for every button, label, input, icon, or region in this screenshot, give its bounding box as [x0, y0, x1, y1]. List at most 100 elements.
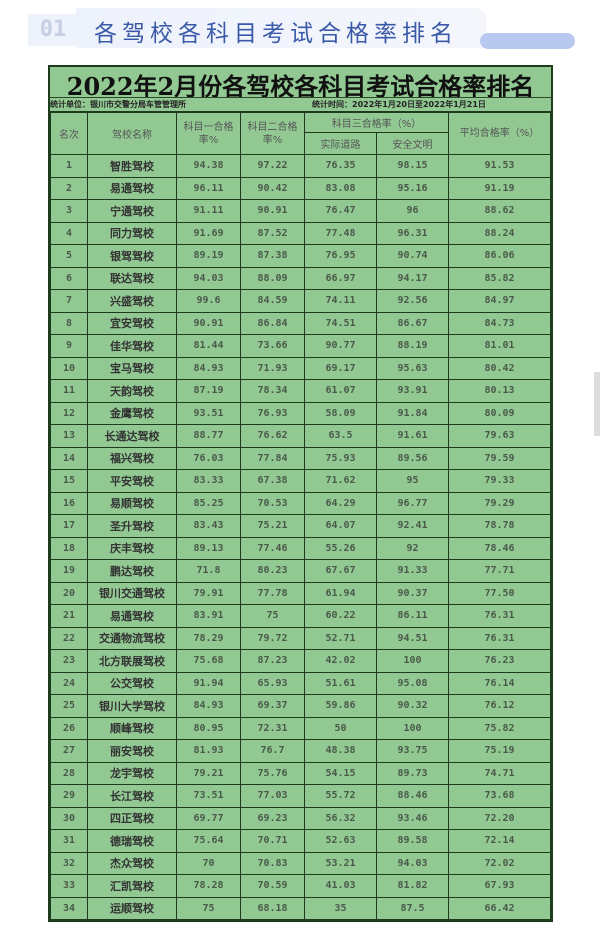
cell-road: 74.11	[304, 289, 377, 313]
cell-average: 73.68	[448, 784, 551, 808]
cell-average: 91.53	[448, 154, 551, 178]
cell-average: 72.20	[448, 806, 551, 830]
cell-road: 64.29	[304, 491, 377, 515]
cell-subject2: 87.38	[240, 244, 305, 268]
table-row: 15 平安驾校 83.33 67.38 71.62 95 79.33	[50, 469, 551, 493]
cell-average: 79.63	[448, 424, 551, 448]
cell-school: 鹏达驾校	[87, 559, 177, 583]
cell-road: 51.61	[304, 671, 377, 695]
cell-school: 龙宇驾校	[87, 761, 177, 785]
cell-rank: 27	[50, 739, 88, 763]
cell-safety: 89.58	[375, 829, 450, 853]
table-row: 7 兴盛驾校 99.6 84.59 74.11 92.56 84.97	[50, 289, 551, 313]
cell-school: 宜安驾校	[87, 311, 177, 335]
cell-safety: 87.5	[375, 896, 450, 920]
cell-school: 联达驾校	[87, 266, 177, 290]
cell-average: 75.19	[448, 739, 551, 763]
cell-subject1: 75	[176, 896, 241, 920]
cell-safety: 86.11	[375, 604, 450, 628]
cell-subject2: 90.42	[240, 176, 305, 200]
cell-safety: 91.33	[375, 559, 450, 583]
section-title: 各驾校各科目考试合格率排名	[94, 21, 458, 47]
table-row: 14 福兴驾校 76.03 77.84 75.93 89.56 79.59	[50, 446, 551, 470]
cell-rank: 4	[50, 221, 88, 245]
cell-rank: 33	[50, 874, 88, 898]
cell-road: 35	[304, 896, 377, 920]
cell-school: 北方联展驾校	[87, 649, 177, 673]
header-subject2: 科目二合格率%	[240, 112, 305, 155]
cell-school: 同力驾校	[87, 221, 177, 245]
cell-subject1: 94.03	[176, 266, 241, 290]
scrollbar[interactable]	[594, 372, 600, 436]
cell-safety: 91.84	[375, 401, 450, 425]
cell-subject2: 70.53	[240, 491, 305, 515]
cell-subject2: 88.09	[240, 266, 305, 290]
table-row: 21 易通驾校 83.91 75 60.22 86.11 76.31	[50, 604, 551, 628]
cell-school: 宝马驾校	[87, 356, 177, 380]
cell-rank: 26	[50, 716, 88, 740]
cell-road: 64.07	[304, 514, 377, 538]
cell-average: 88.24	[448, 221, 551, 245]
cell-average: 86.06	[448, 244, 551, 268]
cell-school: 公交驾校	[87, 671, 177, 695]
table-row: 3 宁通驾校 91.11 90.91 76.47 96 88.62	[50, 199, 551, 223]
cell-school: 长江驾校	[87, 784, 177, 808]
cell-safety: 94.17	[375, 266, 450, 290]
cell-subject1: 84.93	[176, 356, 241, 380]
cell-subject1: 75.64	[176, 829, 241, 853]
cell-subject2: 75	[240, 604, 305, 628]
table-row: 18 庆丰驾校 89.13 77.46 55.26 92 78.46	[50, 536, 551, 560]
table-row: 31 德瑞驾校 75.64 70.71 52.63 89.58 72.14	[50, 829, 551, 853]
cell-average: 80.09	[448, 401, 551, 425]
section-header: 01 各驾校各科目考试合格率排名	[22, 8, 582, 50]
cell-road: 54.15	[304, 761, 377, 785]
cell-road: 69.17	[304, 356, 377, 380]
cell-rank: 5	[50, 244, 88, 268]
cell-safety: 92	[375, 536, 450, 560]
cell-safety: 89.73	[375, 761, 450, 785]
cell-school: 德瑞驾校	[87, 829, 177, 853]
cell-road: 77.48	[304, 221, 377, 245]
cell-school: 长通达驾校	[87, 424, 177, 448]
cell-subject2: 71.93	[240, 356, 305, 380]
table-row: 26 顺峰驾校 80.95 72.31 50 100 75.82	[50, 716, 551, 740]
cell-average: 81.01	[448, 334, 551, 358]
cell-average: 76.31	[448, 626, 551, 650]
cell-school: 天韵驾校	[87, 379, 177, 403]
table-row: 10 宝马驾校 84.93 71.93 69.17 95.63 80.42	[50, 356, 551, 380]
cell-subject1: 89.19	[176, 244, 241, 268]
cell-subject1: 91.94	[176, 671, 241, 695]
cell-average: 76.31	[448, 604, 551, 628]
cell-average: 78.78	[448, 514, 551, 538]
table-row: 12 金鹰驾校 93.51 76.93 58.09 91.84 80.09	[50, 401, 551, 425]
cell-rank: 16	[50, 491, 88, 515]
cell-subject2: 72.31	[240, 716, 305, 740]
cell-school: 福兴驾校	[87, 446, 177, 470]
cell-safety: 88.46	[375, 784, 450, 808]
cell-subject2: 70.71	[240, 829, 305, 853]
cell-safety: 93.91	[375, 379, 450, 403]
table-row: 8 宜安驾校 90.91 86.84 74.51 86.67 84.73	[50, 311, 551, 335]
cell-school: 平安驾校	[87, 469, 177, 493]
table-row: 34 运顺驾校 75 68.18 35 87.5 66.42	[50, 896, 551, 920]
cell-average: 67.93	[448, 874, 551, 898]
table-row: 27 丽安驾校 81.93 76.7 48.38 93.75 75.19	[50, 739, 551, 763]
cell-road: 59.86	[304, 694, 377, 718]
cell-average: 77.50	[448, 581, 551, 605]
cell-subject1: 73.51	[176, 784, 241, 808]
cell-subject2: 84.59	[240, 289, 305, 313]
cell-rank: 1	[50, 154, 88, 178]
cell-school: 易通驾校	[87, 176, 177, 200]
cell-safety: 95.63	[375, 356, 450, 380]
cell-rank: 32	[50, 851, 88, 875]
cell-school: 四正驾校	[87, 806, 177, 830]
table-row: 16 易顺驾校 85.25 70.53 64.29 96.77 79.29	[50, 491, 551, 515]
cell-subject1: 89.13	[176, 536, 241, 560]
cell-subject2: 77.03	[240, 784, 305, 808]
cell-safety: 95.08	[375, 671, 450, 695]
cell-subject1: 79.91	[176, 581, 241, 605]
cell-subject1: 76.03	[176, 446, 241, 470]
cell-school: 杰众驾校	[87, 851, 177, 875]
cell-subject1: 88.77	[176, 424, 241, 448]
cell-subject1: 93.51	[176, 401, 241, 425]
